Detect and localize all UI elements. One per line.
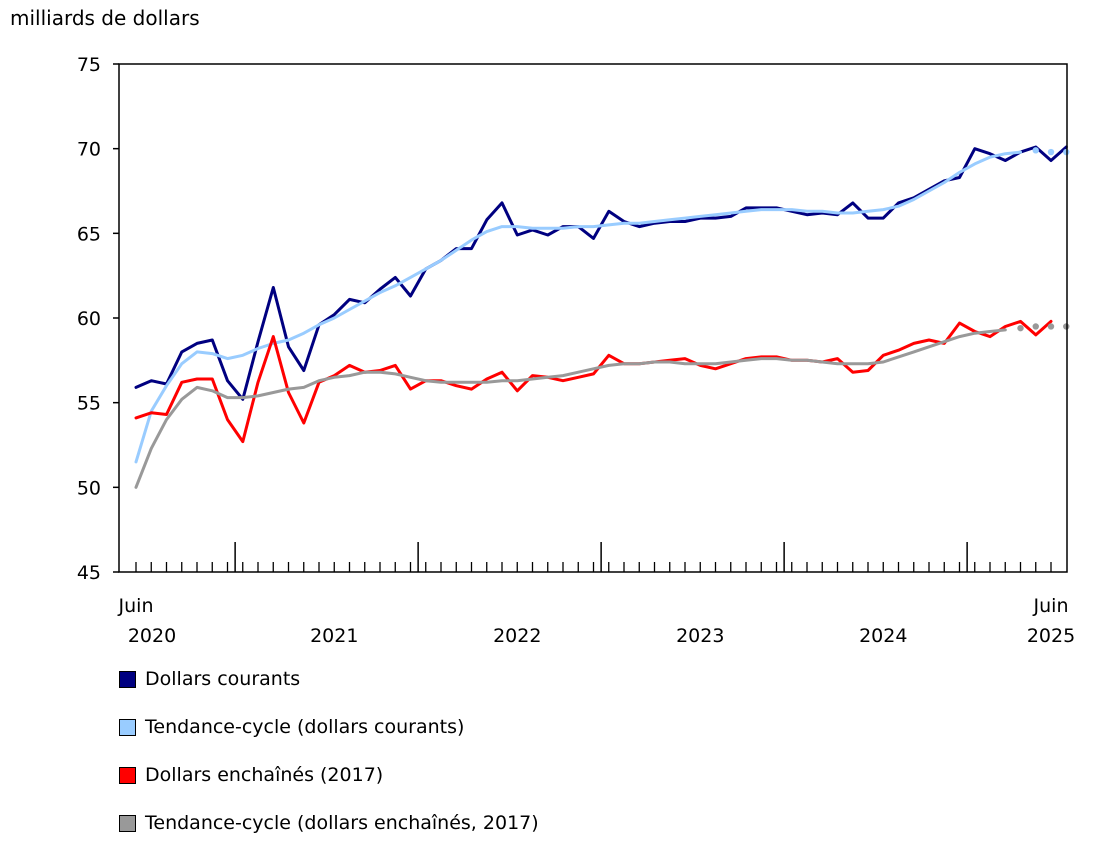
legend-swatch-dollars-enchaines bbox=[119, 766, 136, 784]
series-line-3 bbox=[134, 328, 1007, 489]
y-tick-label: 60 bbox=[77, 308, 101, 330]
y-tick-label: 55 bbox=[77, 393, 101, 415]
y-tick-label: 45 bbox=[77, 562, 101, 584]
series-dot-3 bbox=[1032, 323, 1039, 330]
legend-item-tendance-courants: Tendance-cycle (dollars courants) bbox=[119, 714, 539, 740]
y-tick-label: 50 bbox=[77, 477, 101, 499]
x-tick-label-year: 2023 bbox=[676, 625, 724, 647]
y-tick-label: 65 bbox=[77, 223, 101, 245]
legend-label-tendance-courants: Tendance-cycle (dollars courants) bbox=[145, 716, 465, 738]
legend-swatch-tendance-enchaines bbox=[119, 814, 136, 832]
x-tick-label-year: 2020 bbox=[128, 625, 176, 647]
series-line-0 bbox=[134, 145, 1068, 401]
series-layer bbox=[134, 145, 1070, 489]
series-dot-3 bbox=[1017, 324, 1024, 332]
series-line-2 bbox=[134, 319, 1053, 444]
x-tick-label-month: Juin bbox=[1033, 595, 1069, 617]
x-tick-label-year: 2021 bbox=[310, 625, 358, 647]
legend-item-dollars-enchaines: Dollars enchaînés (2017) bbox=[119, 762, 539, 788]
x-axis-layer: Juin 2020 2021 2022 2023 2024 Juin 2025 bbox=[118, 542, 1075, 647]
y-tick-label: 70 bbox=[77, 139, 101, 161]
legend-swatch-tendance-courants bbox=[119, 718, 136, 736]
legend: Dollars courants Tendance-cycle (dollars… bbox=[119, 666, 539, 858]
y-tick-label: 75 bbox=[77, 54, 101, 76]
y-axis-unit-label: milliards de dollars bbox=[10, 6, 200, 30]
legend-label-dollars-enchaines: Dollars enchaînés (2017) bbox=[145, 764, 384, 786]
legend-label-dollars-courants: Dollars courants bbox=[145, 668, 301, 690]
legend-label-tendance-enchaines: Tendance-cycle (dollars enchaînés, 2017) bbox=[145, 812, 539, 834]
x-tick-label-year: 2024 bbox=[859, 625, 907, 647]
legend-swatch-dollars-courants bbox=[119, 670, 136, 688]
x-tick-label-year: 2022 bbox=[493, 625, 541, 647]
legend-item-tendance-enchaines: Tendance-cycle (dollars enchaînés, 2017) bbox=[119, 810, 539, 836]
series-dot-1 bbox=[1047, 148, 1055, 156]
series-dot-3 bbox=[1047, 323, 1055, 330]
series-line-1 bbox=[134, 150, 1022, 464]
y-tick-layer: 45 50 55 60 65 70 75 bbox=[77, 54, 119, 584]
series-dot-1 bbox=[1032, 147, 1039, 154]
x-tick-label-year: 2025 bbox=[1027, 625, 1075, 647]
plot-frame bbox=[118, 63, 1068, 573]
legend-item-dollars-courants: Dollars courants bbox=[119, 666, 539, 692]
x-tick-label-month: Juin bbox=[118, 595, 154, 617]
